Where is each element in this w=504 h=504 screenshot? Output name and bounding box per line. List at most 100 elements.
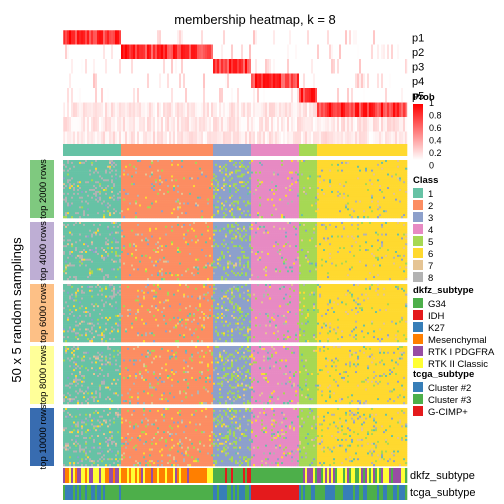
sampling-cell — [291, 166, 293, 168]
sampling-cell — [305, 191, 307, 193]
prob-cell — [175, 103, 177, 118]
sampling-cell — [269, 175, 271, 177]
sampling-cell — [79, 175, 81, 177]
prob-cell — [99, 30, 101, 45]
sampling-cell — [99, 187, 101, 189]
prob-cell — [87, 45, 89, 60]
prob-cell — [173, 45, 175, 60]
sampling-cell — [185, 168, 187, 170]
sampling-cell — [267, 177, 269, 179]
sampling-cell — [153, 174, 155, 176]
sampling-cell — [71, 193, 73, 195]
sampling-cell — [313, 185, 315, 187]
sampling-cell — [345, 187, 347, 189]
class-bar-cell — [229, 144, 231, 156]
sampling-cell — [65, 160, 67, 162]
class-bar-cell — [145, 144, 147, 156]
sampling-cell — [151, 185, 153, 187]
prob-cell — [79, 59, 81, 74]
sampling-cell — [325, 193, 327, 195]
sampling-cell — [227, 191, 229, 193]
sampling-cell — [291, 172, 293, 174]
sampling-cell — [193, 160, 195, 162]
prob-cell — [85, 88, 87, 103]
sampling-cell — [391, 183, 393, 185]
sampling-cell — [183, 187, 185, 189]
prob-cell — [267, 59, 269, 74]
sampling-cell — [387, 189, 389, 191]
prob-cell — [215, 88, 217, 103]
sampling-cell — [245, 177, 247, 179]
sampling-cell — [99, 183, 101, 185]
prob-cell — [271, 132, 273, 147]
prob-cell — [327, 117, 329, 132]
sampling-cell — [293, 172, 295, 174]
sampling-cell — [229, 191, 231, 193]
sampling-cell — [353, 193, 355, 195]
sampling-cell — [169, 193, 171, 195]
prob-cell — [251, 45, 253, 60]
sampling-cell — [283, 195, 285, 197]
prob-cell — [69, 59, 71, 74]
prob-cell — [271, 103, 273, 118]
sampling-cell — [299, 164, 301, 166]
sampling-cell — [333, 185, 335, 187]
sampling-cell — [255, 195, 257, 197]
prob-cell — [127, 74, 129, 89]
sampling-cell — [325, 177, 327, 179]
sampling-cell — [271, 183, 273, 185]
prob-cell — [235, 30, 237, 45]
sampling-cell — [397, 189, 399, 191]
prob-cell — [271, 45, 273, 60]
sampling-cell — [241, 189, 243, 191]
prob-cell — [325, 45, 327, 60]
sampling-cell — [75, 183, 77, 185]
sampling-cell — [215, 168, 217, 170]
sampling-cell — [63, 195, 65, 197]
sampling-cell — [337, 177, 339, 179]
sampling-cell — [323, 168, 325, 170]
sampling-cell — [285, 160, 287, 162]
sampling-cell — [349, 164, 351, 166]
prob-cell — [133, 74, 135, 89]
prob-cell — [199, 117, 201, 132]
sampling-cell — [119, 185, 121, 187]
sampling-cell — [253, 181, 255, 183]
prob-cell — [303, 103, 305, 118]
sampling-cell — [309, 172, 311, 174]
prob-cell — [71, 59, 73, 74]
sampling-cell — [219, 187, 221, 189]
prob-cell — [221, 74, 223, 89]
sampling-cell — [399, 164, 401, 166]
sampling-cell — [235, 168, 237, 170]
prob-cell — [379, 30, 381, 45]
sampling-cell — [209, 172, 211, 174]
prob-cell — [349, 132, 351, 147]
sampling-cell — [115, 177, 117, 179]
prob-cell — [345, 88, 347, 103]
sampling-cell — [165, 162, 167, 164]
sampling-cell — [177, 172, 179, 174]
sampling-cell — [277, 185, 279, 187]
sampling-cell — [119, 187, 121, 189]
sampling-cell — [307, 168, 309, 170]
sampling-cell — [205, 166, 207, 168]
sampling-cell — [303, 183, 305, 185]
prob-cell — [381, 30, 383, 45]
sampling-cell — [217, 168, 219, 170]
sampling-cell — [391, 189, 393, 191]
sampling-cell — [173, 183, 175, 185]
prob-cell — [111, 103, 113, 118]
prob-cell — [193, 132, 195, 147]
sampling-cell — [343, 162, 345, 164]
prob-cell — [343, 88, 345, 103]
sampling-cell — [101, 166, 103, 168]
prob-cell — [299, 103, 301, 118]
sampling-cell — [213, 191, 215, 193]
prob-cell — [109, 117, 111, 132]
prob-cell — [321, 88, 323, 103]
prob-cell — [139, 88, 141, 103]
prob-cell — [191, 103, 193, 118]
sampling-cell — [375, 191, 377, 193]
prob-cell — [281, 117, 283, 132]
